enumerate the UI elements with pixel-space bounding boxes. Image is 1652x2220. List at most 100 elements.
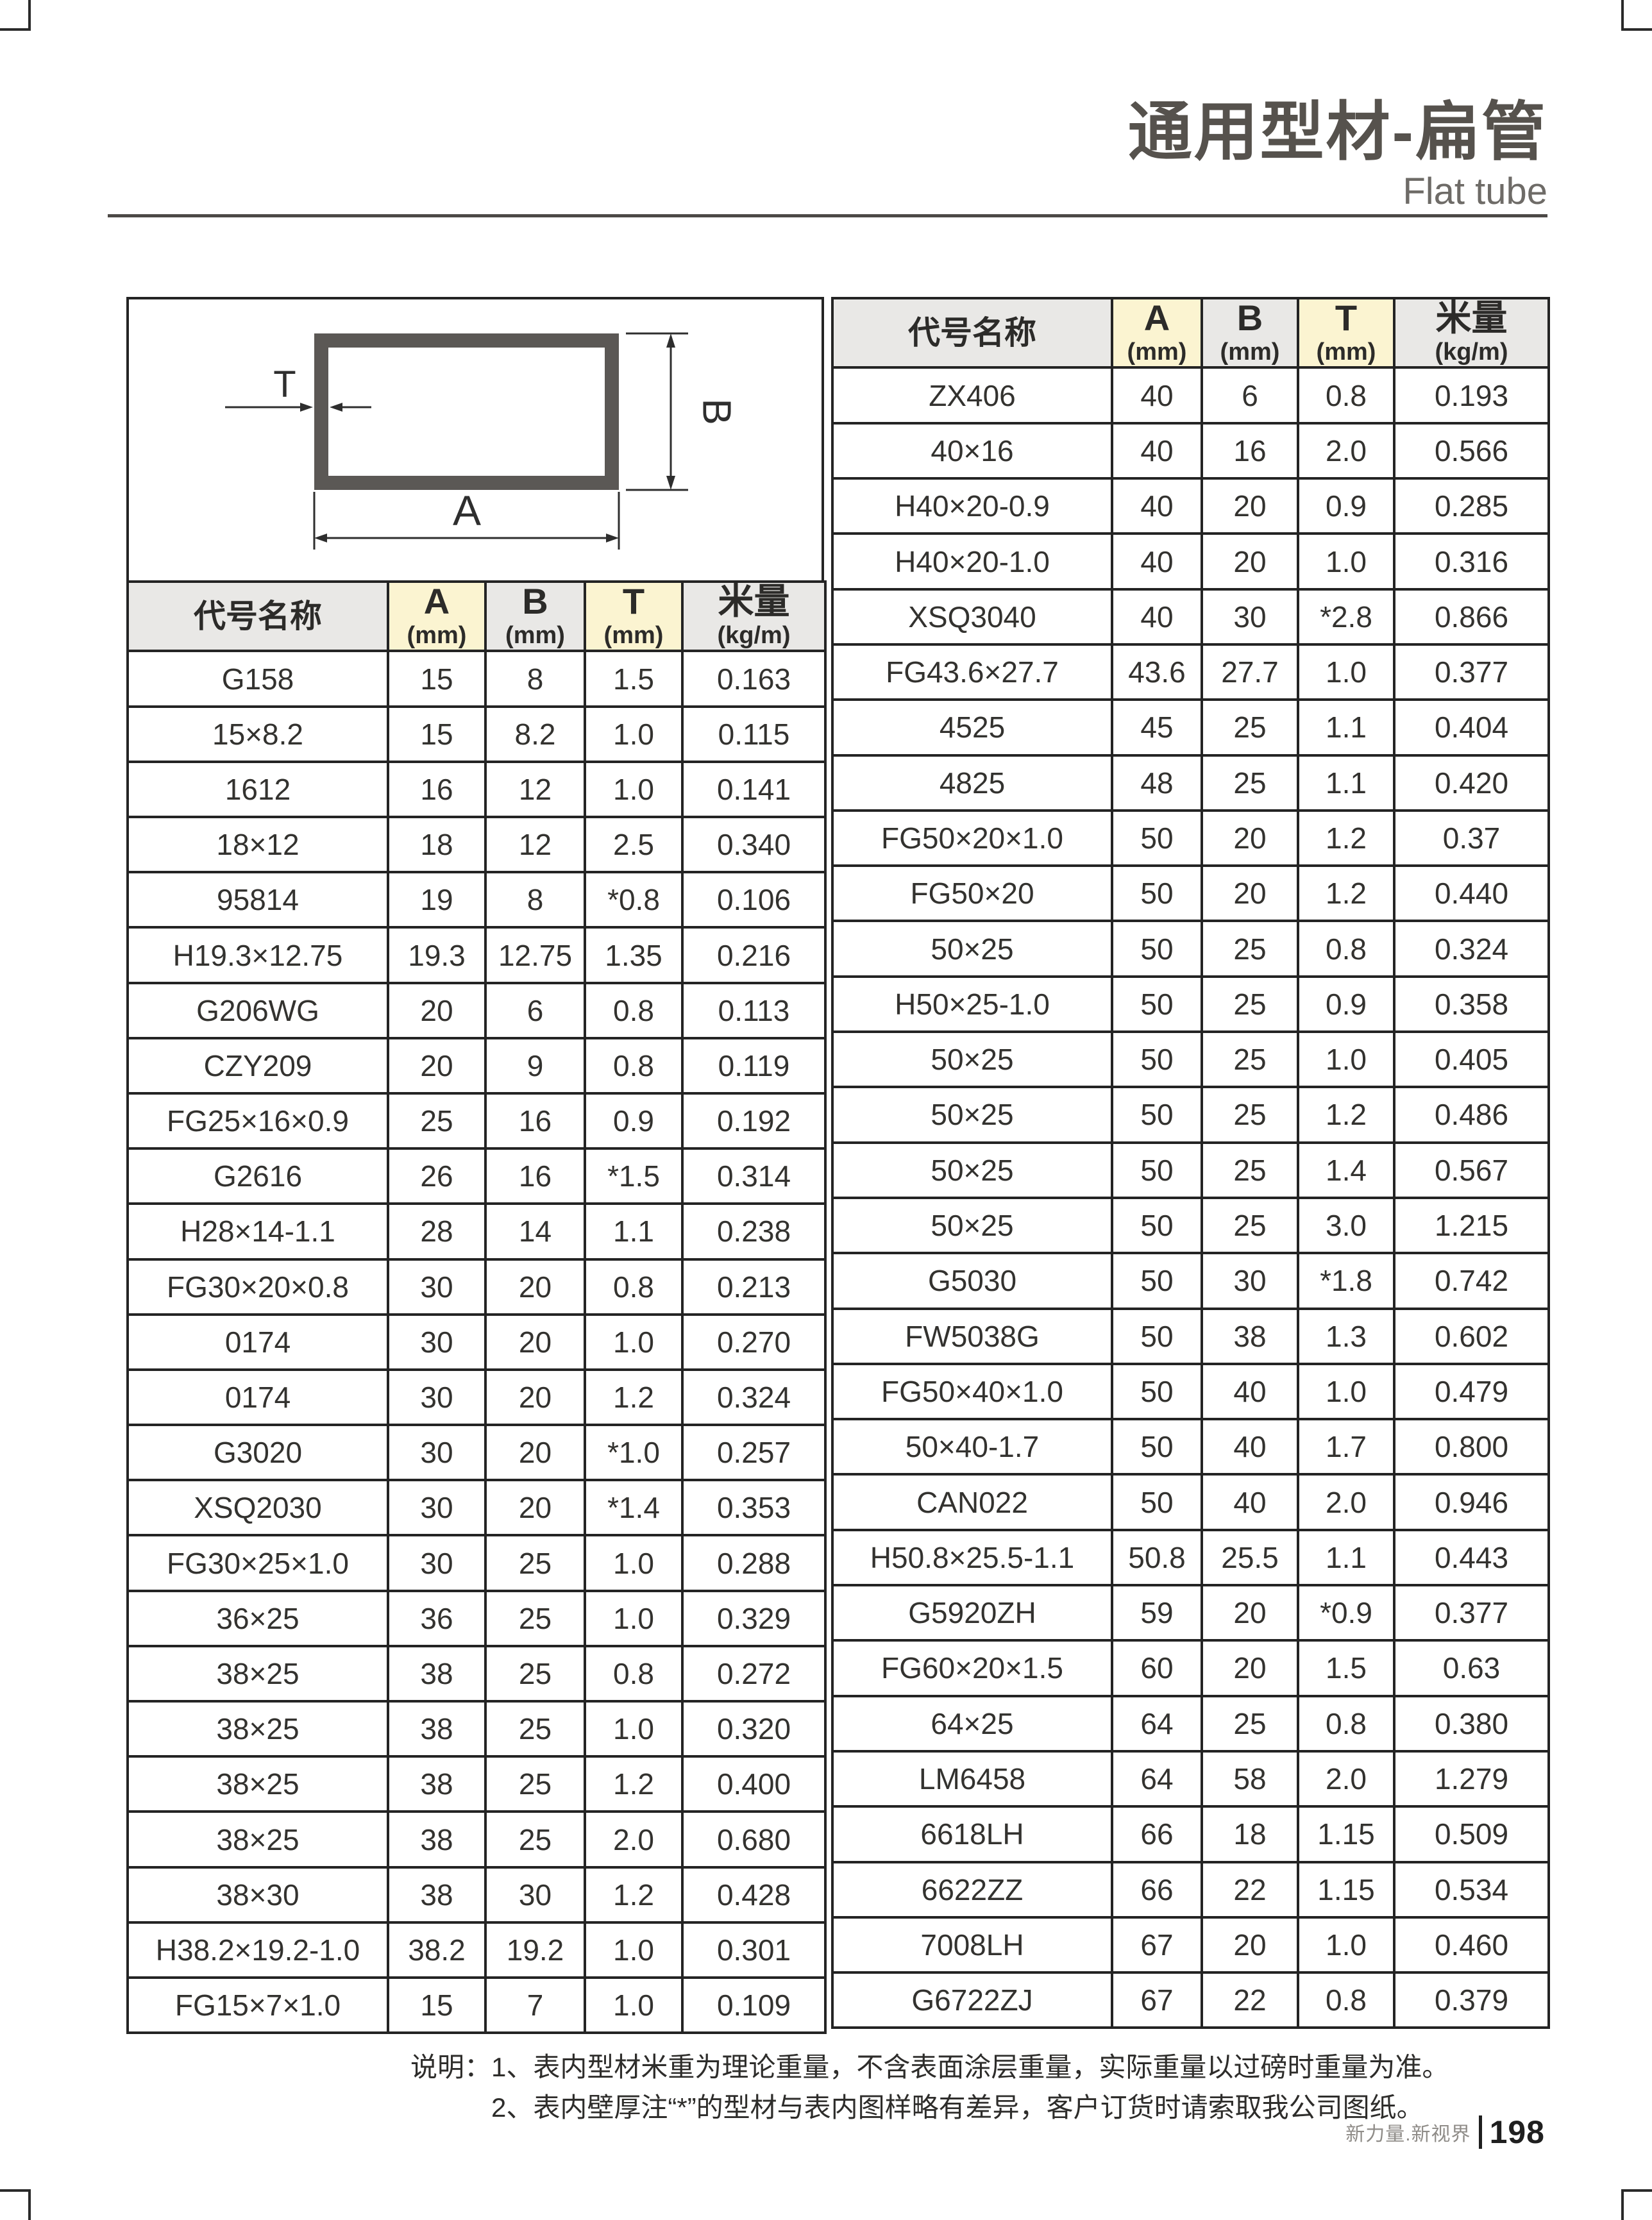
cell-code-name: 50×25 xyxy=(831,920,1113,978)
table-row: FG43.6×27.7 43.6 27.7 1.0 0.377 xyxy=(831,643,1550,702)
cell-value: 1.0 xyxy=(584,1313,684,1371)
cell-value: 0.479 xyxy=(1393,1362,1550,1421)
cell-value: 6 xyxy=(1201,366,1299,425)
cell-value: 0.380 xyxy=(1393,1694,1550,1753)
cell-value: 0.946 xyxy=(1393,1473,1550,1531)
cell-value: 36 xyxy=(387,1589,487,1647)
table-row: G158 15 8 1.5 0.163 xyxy=(126,650,827,708)
cell-value: 0.8 xyxy=(1297,920,1395,978)
table-row: H19.3×12.75 19.3 12.75 1.35 0.216 xyxy=(126,926,827,984)
cell-value: *1.0 xyxy=(584,1424,684,1482)
cell-value: 1.0 xyxy=(1297,1362,1395,1421)
col-header-b: B (mm) xyxy=(1201,296,1299,369)
cell-value: 25 xyxy=(484,1700,586,1758)
cell-value: 38.2 xyxy=(387,1921,487,1979)
cell-value: 1.0 xyxy=(1297,1030,1395,1089)
cell-value: 1.15 xyxy=(1297,1805,1395,1863)
cell-value: 50 xyxy=(1111,864,1203,923)
cell-value: 40 xyxy=(1201,1362,1299,1421)
cell-value: 0.602 xyxy=(1393,1307,1550,1365)
cell-value: 20 xyxy=(484,1424,586,1482)
cell-value: 0.270 xyxy=(681,1313,827,1371)
cell-value: 0.443 xyxy=(1393,1528,1550,1587)
cell-value: 12 xyxy=(484,760,586,819)
cell-value: 0.800 xyxy=(1393,1418,1550,1476)
page-subtitle: Flat tube xyxy=(1403,171,1547,212)
cell-value: 38 xyxy=(387,1644,487,1703)
cell-value: 67 xyxy=(1111,1971,1203,2030)
cell-value: 0.63 xyxy=(1393,1639,1550,1697)
cell-value: 0.213 xyxy=(681,1257,827,1316)
cell-value: 1.0 xyxy=(584,1921,684,1979)
cell-value: 2.0 xyxy=(1297,1749,1395,1808)
cell-code-name: FG50×20 xyxy=(831,864,1113,923)
cell-code-name: 36×25 xyxy=(126,1589,389,1647)
cell-value: 1.15 xyxy=(1297,1860,1395,1919)
cell-value: 50 xyxy=(1111,809,1203,868)
cell-value: 0.9 xyxy=(584,1091,684,1150)
table-row: 50×40-1.7 50 40 1.7 0.800 xyxy=(831,1418,1550,1476)
cell-value: 0.8 xyxy=(1297,1694,1395,1753)
cell-code-name: 38×25 xyxy=(126,1644,389,1703)
cell-value: 25 xyxy=(1201,753,1299,812)
cell-value: 20 xyxy=(1201,532,1299,591)
cell-value: 40 xyxy=(1111,477,1203,535)
cell-code-name: G5030 xyxy=(831,1252,1113,1310)
col-header-name: 代号名称 xyxy=(126,580,389,653)
cell-code-name: 38×25 xyxy=(126,1810,389,1869)
notes-label: 说明： xyxy=(410,2052,492,2082)
table-row: 50×25 50 25 0.8 0.324 xyxy=(831,920,1550,978)
table-row: 38×25 38 25 2.0 0.680 xyxy=(126,1810,827,1869)
col-header-a: A (mm) xyxy=(387,580,487,653)
table-row: G6722ZJ 67 22 0.8 0.379 xyxy=(831,1971,1550,2030)
cell-value: 19.3 xyxy=(387,926,487,984)
cell-code-name: FG43.6×27.7 xyxy=(831,643,1113,702)
cell-code-name: G3020 xyxy=(126,1424,389,1482)
cell-code-name: H50.8×25.5-1.1 xyxy=(831,1528,1113,1587)
cell-code-name: H28×14-1.1 xyxy=(126,1202,389,1261)
col-header-t: T (mm) xyxy=(584,580,684,653)
table-row: H40×20-0.9 40 20 0.9 0.285 xyxy=(831,477,1550,535)
cell-value: 0.106 xyxy=(681,871,827,929)
cell-value: 1.0 xyxy=(584,760,684,819)
cell-value: 50.8 xyxy=(1111,1528,1203,1587)
table-row: 38×25 38 25 1.2 0.400 xyxy=(126,1755,827,1813)
cell-value: 0.329 xyxy=(681,1589,827,1647)
cell-value: 40 xyxy=(1111,532,1203,591)
spec-table-right: 代号名称 A (mm) B (mm) T (mm) 米量 (kg/m) ZX406 40 6 0.8 0.… xyxy=(831,296,1550,2030)
cell-value: 50 xyxy=(1111,1307,1203,1365)
table-row: H28×14-1.1 28 14 1.1 0.238 xyxy=(126,1202,827,1261)
cell-value: 1.2 xyxy=(1297,864,1395,923)
cell-value: 1.2 xyxy=(584,1865,684,1924)
spec-table-left: 代号名称 A (mm) B (mm) T (mm) 米量 (kg/m) G158 15 8 1.5 0.1… xyxy=(126,580,827,2035)
col-header-t: T (mm) xyxy=(1297,296,1395,369)
cell-value: *0.8 xyxy=(584,871,684,929)
cell-value: 25 xyxy=(484,1589,586,1647)
cell-value: 0.113 xyxy=(681,981,827,1039)
cell-value: 1.0 xyxy=(1297,643,1395,702)
cell-code-name: XSQ2030 xyxy=(126,1479,389,1537)
cell-code-name: 6618LH xyxy=(831,1805,1113,1863)
cell-code-name: FG50×20×1.0 xyxy=(831,809,1113,868)
cell-value: 38 xyxy=(387,1810,487,1869)
cell-code-name: 38×25 xyxy=(126,1755,389,1813)
cell-code-name: 38×25 xyxy=(126,1700,389,1758)
cell-value: 1.1 xyxy=(1297,1528,1395,1587)
cell-value: 8 xyxy=(484,871,586,929)
cell-value: 0.163 xyxy=(681,650,827,708)
cell-value: 0.193 xyxy=(1393,366,1550,425)
cell-value: 50 xyxy=(1111,1418,1203,1476)
cell-value: 50 xyxy=(1111,1030,1203,1089)
note-line-2: 2、表内壁厚注“*”的型材与表内图样略有差异，客户订货时请索取我公司图纸。 xyxy=(491,2092,1424,2123)
cell-code-name: FG15×7×1.0 xyxy=(126,1976,389,2035)
cell-value: 38 xyxy=(387,1755,487,1813)
cell-value: 1.0 xyxy=(1297,532,1395,591)
masthead: 通用型材-扁管 Flat tube xyxy=(1128,100,1547,210)
cell-code-name: 50×25 xyxy=(831,1030,1113,1089)
cell-value: 50 xyxy=(1111,920,1203,978)
cell-value: 1.2 xyxy=(1297,809,1395,868)
cell-value: 66 xyxy=(1111,1860,1203,1919)
cell-value: 0.314 xyxy=(681,1147,827,1206)
table-row: 95814 19 8 *0.8 0.106 xyxy=(126,871,827,929)
cell-value: 58 xyxy=(1201,1749,1299,1808)
